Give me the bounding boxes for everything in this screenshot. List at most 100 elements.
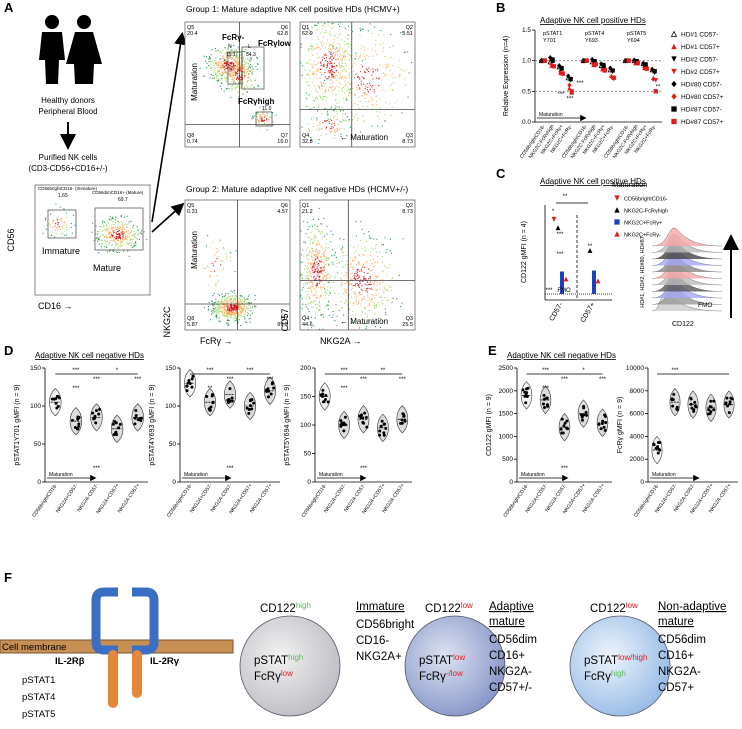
event-dot [99,231,101,233]
event-dot [328,71,330,74]
event-dot [334,95,337,97]
event-dot [345,282,347,285]
event-dot [347,34,349,36]
event-dot [321,45,323,47]
event-dot [319,97,322,99]
gate [94,207,144,251]
event-dot [242,66,244,68]
quadrant-value: 25.5 [402,322,413,328]
event-dot [123,238,125,240]
event-dot [307,287,309,290]
event-dot [361,60,364,62]
event-dot [339,76,341,79]
event-dot [375,245,377,247]
event-dot [111,216,114,218]
event-dot [253,87,255,89]
event-dot [91,231,93,233]
legend-label: HD#87 CD57- [681,107,722,114]
event-dot [326,274,328,276]
event-dot [309,70,311,72]
event-dot [301,298,303,300]
event-dot [62,233,64,235]
event-dot [97,233,99,235]
superscript: low/high [618,653,647,662]
event-dot [361,95,363,97]
event-dot [330,44,332,46]
event-dot [332,57,334,59]
event-dot [104,221,106,223]
event-dot [314,89,317,91]
point [652,68,657,74]
gate [241,46,265,90]
event-dot [70,226,72,229]
event-dot [231,57,233,59]
event-dot [306,272,308,274]
event-dot [50,213,52,215]
cell-marker: CD56dim [658,634,706,646]
event-dot [231,72,233,74]
cell-title: Non-adaptive [658,601,726,613]
event-dot [327,299,329,301]
event-dot [356,295,358,297]
event-dot [361,76,363,78]
event-dot [379,111,381,113]
event-dot [354,285,356,287]
event-dot [266,119,268,121]
event-dot [104,229,107,232]
sample-dot [585,413,589,417]
event-dot [311,281,313,284]
event-dot [327,272,329,275]
event-dot [338,309,340,312]
event-dot [222,300,224,303]
event-dot [332,75,335,78]
event-dot [313,235,316,237]
event-dot [110,219,112,221]
event-dot [334,124,336,126]
event-dot [346,116,349,118]
event-dot [212,305,214,307]
sample-dot [379,424,383,428]
event-dot [122,239,124,241]
event-dot [222,67,224,69]
event-dot [54,229,57,231]
event-dot [341,58,343,60]
event-dot [335,131,337,133]
event-dot [119,237,121,239]
event-dot [348,73,350,75]
event-dot [336,119,338,121]
event-dot [130,220,132,222]
event-dot [112,234,114,236]
event-dot [373,274,375,276]
event-dot [303,66,305,68]
event-dot [239,65,242,68]
event-dot [308,277,310,280]
event-dot [228,63,231,65]
event-dot [118,251,120,253]
event-dot [256,116,258,118]
event-dot [338,49,340,51]
quadrant-name: Q7 [281,133,288,139]
event-dot [370,299,372,302]
quadrant-value: 32.8 [302,139,313,145]
histogram-samples: HD#1, HD#2, HD#80, HD#87 [640,236,646,308]
event-dot [206,67,208,69]
event-dot [345,43,347,45]
event-dot [72,214,75,217]
event-dot [320,261,322,264]
event-dot [323,36,325,38]
event-dot [325,297,327,299]
sample-dot [524,401,528,405]
event-dot [385,314,387,316]
point [568,76,573,82]
event-dot [336,74,338,76]
event-dot [346,135,348,137]
event-dot [362,92,365,94]
chart-title: Adaptive NK cell negative HDs [507,351,616,360]
event-dot [212,77,214,79]
event-dot [381,270,383,272]
sample-dot [269,392,273,396]
event-dot [249,67,252,69]
event-dot [325,243,327,245]
event-dot [320,314,322,316]
event-dot [333,120,335,122]
